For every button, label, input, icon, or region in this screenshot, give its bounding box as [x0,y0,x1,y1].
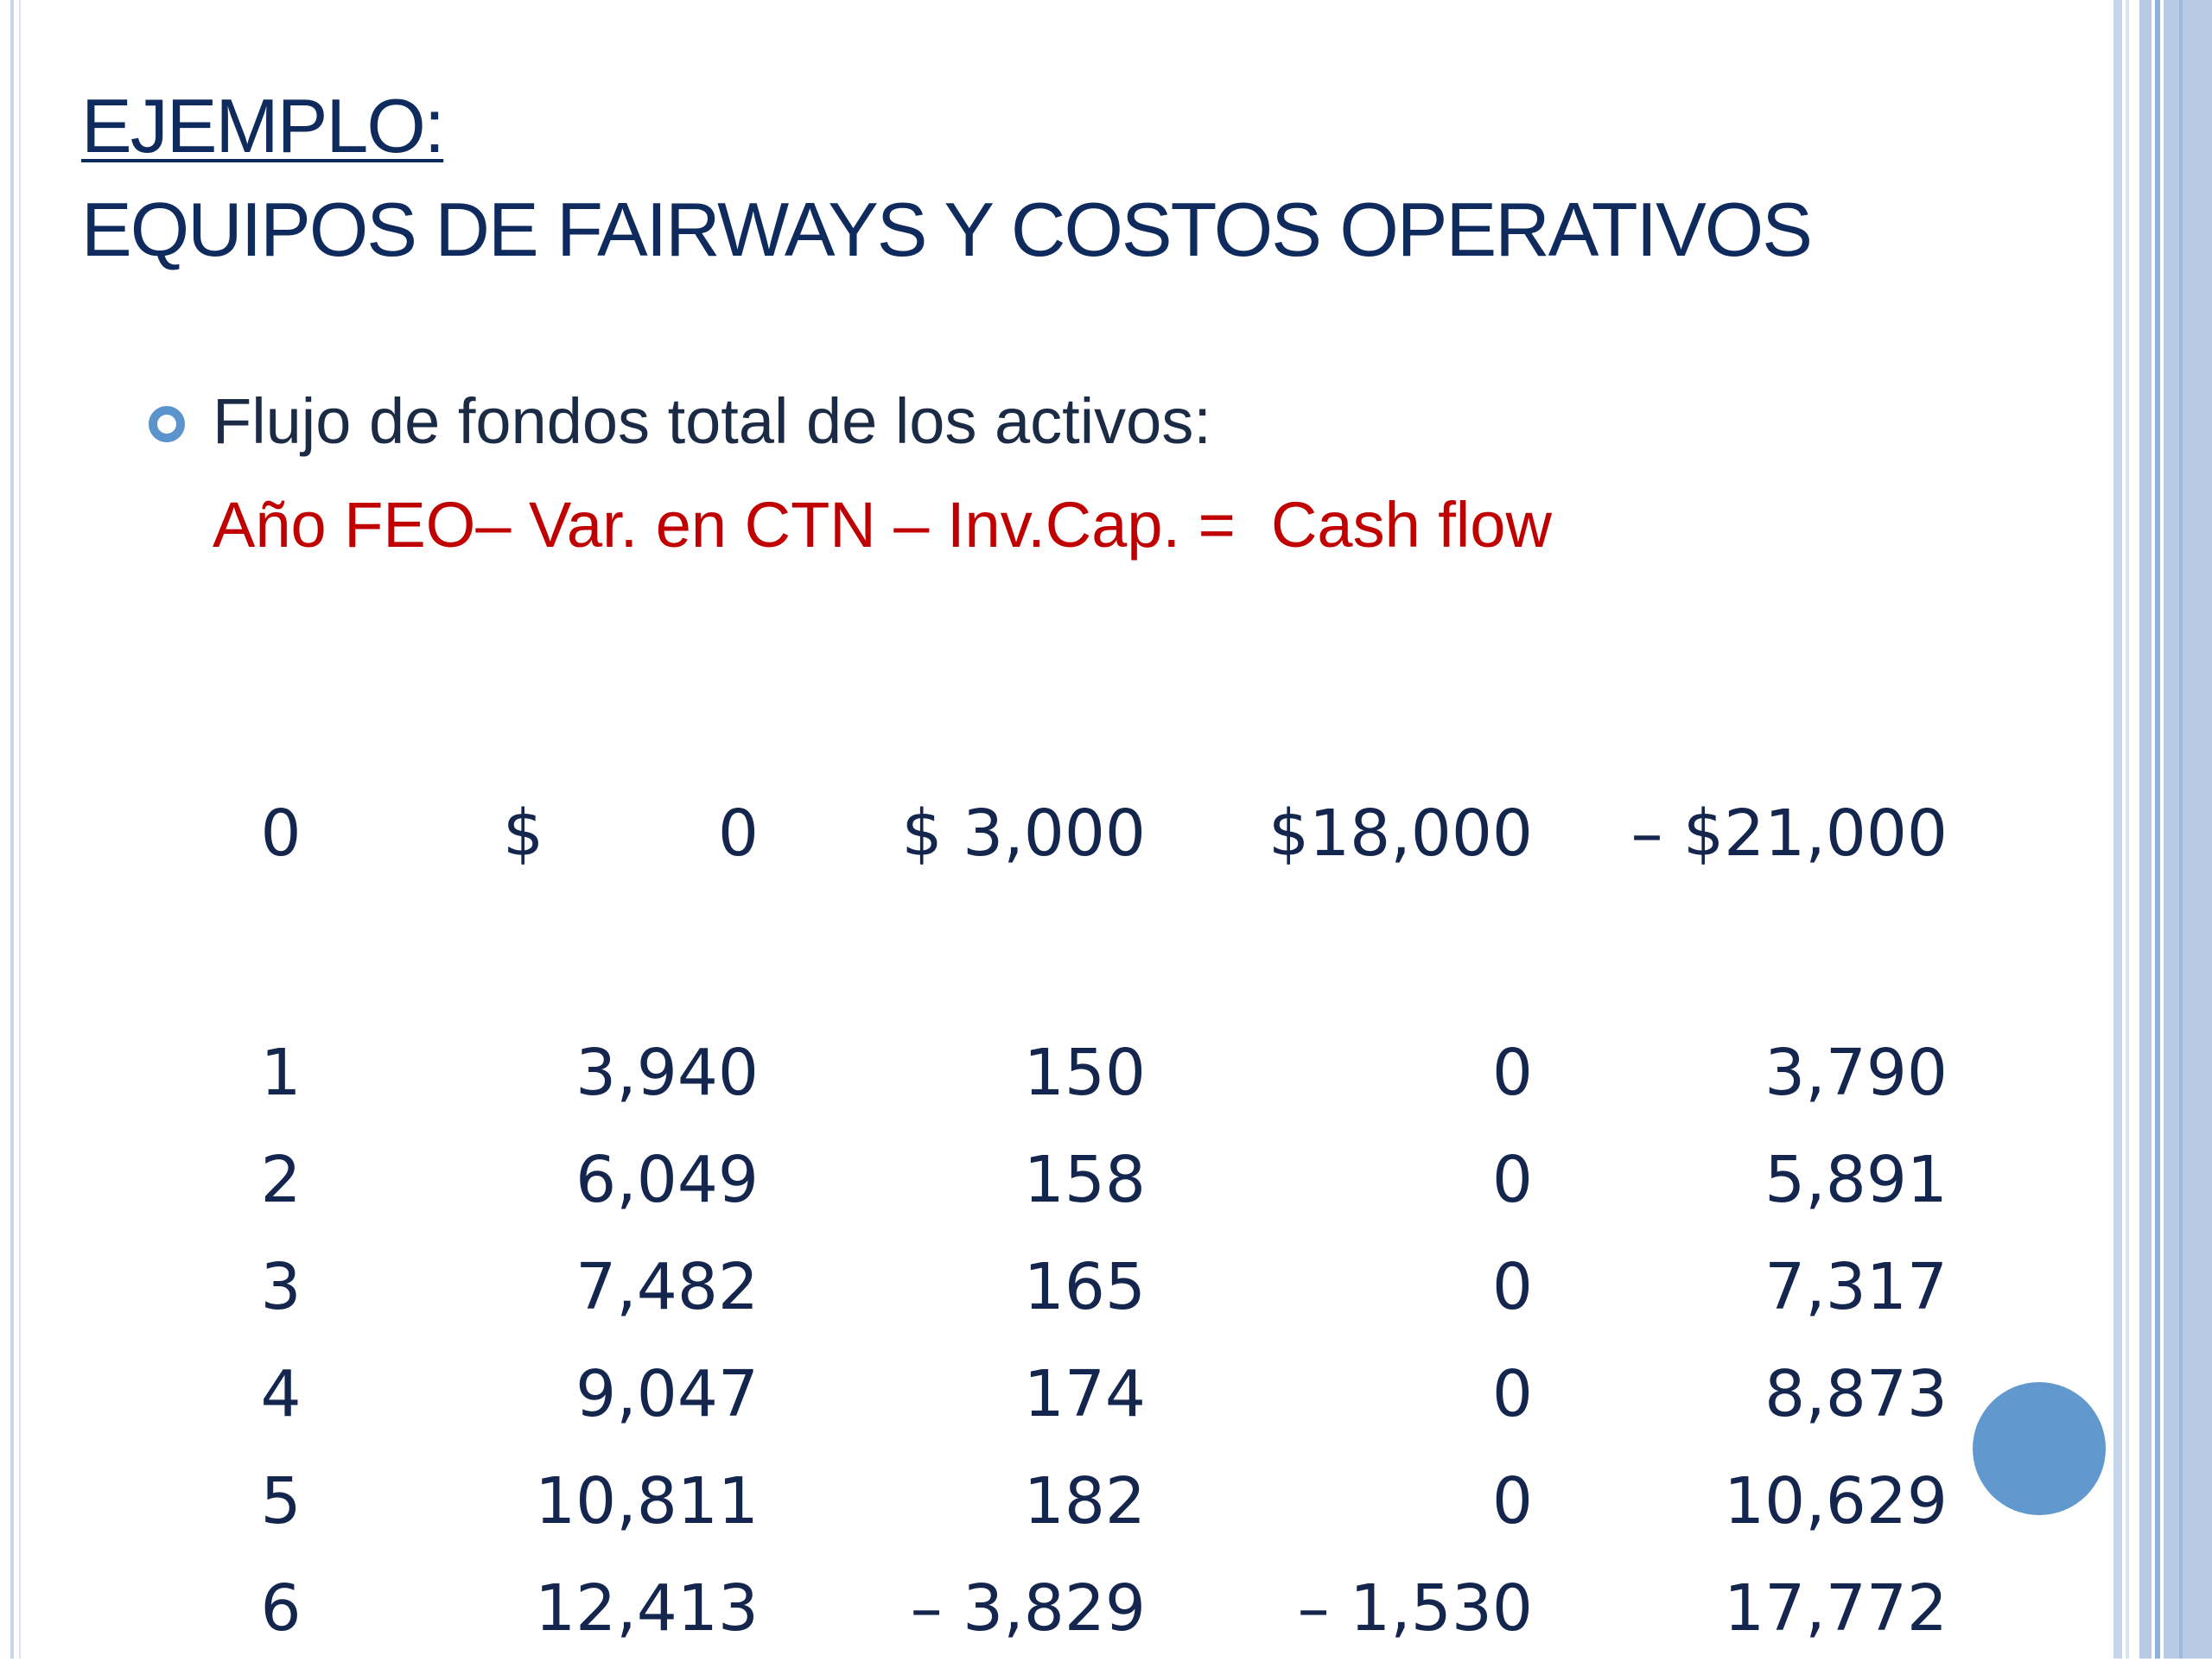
left-frame-line-inner [19,0,21,1659]
inv-cell: – 1,530 [1297,1571,1533,1646]
ctn-cell: 150 [1023,1036,1146,1110]
cash-flow-table: 0 $ 0 $ 3,000 $18,000 – $21,000 1 3,940 … [251,648,1948,1662]
feo-cell: 3,940 [575,1036,759,1110]
ctn-cell: $ 3,000 [901,796,1146,871]
ctn-cell: – 3,829 [910,1571,1146,1646]
table-row: 1 3,940 150 0 3,790 [251,1019,1948,1126]
feo-cell: 12,413 [535,1571,759,1646]
ctn-cell: 182 [1023,1464,1146,1538]
table-row: 5 10,811 182 0 10,629 [251,1448,1948,1555]
left-frame-line [10,0,14,1659]
inv-cell: 0 [1491,1143,1533,1217]
year-cell: 3 [260,1250,302,1324]
year-cell: 6 [260,1571,302,1646]
cash-flow-cell: 3,790 [1764,1036,1948,1110]
right-frame-stripe [2139,0,2152,1659]
bullet-text: Flujo de fondos total de los activos: [213,385,1211,457]
formula-header: Año FEO– Var. en CTN – Inv.Cap. = Cash f… [213,489,1552,561]
title-line-1: EJEMPLO: [81,83,445,168]
table-row: 4 9,047 174 0 8,873 [251,1341,1948,1448]
year-cell: 4 [260,1357,302,1431]
year-cell: 0 [260,796,302,871]
table-row: 3 7,482 165 0 7,317 [251,1234,1948,1341]
inv-cell: 0 [1491,1357,1533,1431]
right-frame-stripe [2155,0,2160,1659]
year-cell: 5 [260,1464,302,1538]
ctn-cell: 165 [1023,1250,1146,1324]
inv-cell: 0 [1491,1036,1533,1110]
year-cell: 1 [260,1036,302,1110]
right-frame-stripe [2126,0,2129,1659]
year-cell: 2 [260,1143,302,1217]
table-row: 6 12,413 – 3,829 – 1,530 17,772 [251,1555,1948,1662]
hollow-circle-bullet-icon [149,406,185,442]
cash-flow-cell: 17,772 [1724,1571,1948,1646]
feo-cell: 9,047 [575,1357,759,1431]
slide-title: EJEMPLO: EQUIPOS DE FAIRWAYS Y COSTOS OP… [81,74,1813,282]
right-frame-stripe [2164,0,2212,1659]
inv-cell: $18,000 [1268,796,1533,871]
feo-cell: 6,049 [575,1143,759,1217]
cash-flow-cell: – $21,000 [1630,796,1948,871]
feo-cell: 10,811 [535,1464,759,1538]
decorative-circle [1973,1382,2106,1515]
table-row: 2 6,049 158 0 5,891 [251,1126,1948,1234]
feo-cell: 7,482 [575,1250,759,1324]
inv-cell: 0 [1491,1464,1533,1538]
inv-cell: 0 [1491,1250,1533,1324]
title-line-2: EQUIPOS DE FAIRWAYS Y COSTOS OPERATIVOS [81,187,1813,272]
right-frame-stripe [2113,0,2122,1659]
ctn-cell: 174 [1023,1357,1146,1431]
table-row: 0 $ 0 $ 3,000 $18,000 – $21,000 [251,648,1948,1019]
cash-flow-cell: 10,629 [1724,1464,1948,1538]
cash-flow-cell: 7,317 [1764,1250,1948,1324]
right-frame-stripe [2179,0,2183,1659]
currency-symbol: $ [503,796,544,871]
feo-value: 0 [717,796,759,871]
ctn-cell: 158 [1023,1143,1146,1217]
feo-cell: $ 0 [311,648,759,1019]
cash-flow-cell: 5,891 [1764,1143,1948,1217]
cash-flow-cell: 8,873 [1764,1357,1948,1431]
